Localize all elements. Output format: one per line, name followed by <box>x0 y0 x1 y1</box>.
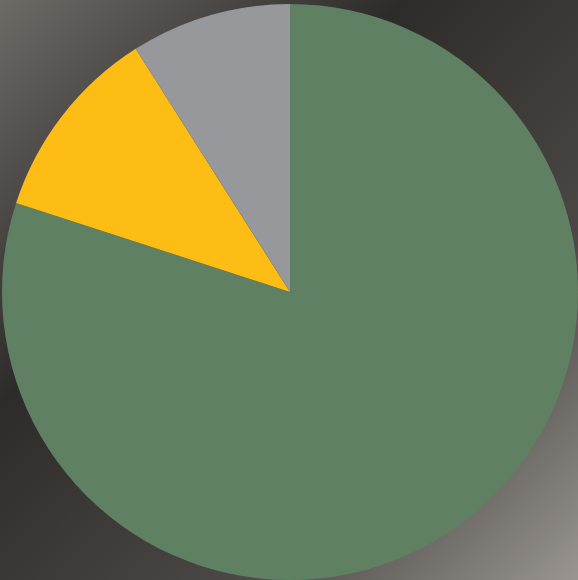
chart <box>0 0 578 580</box>
stage <box>0 0 578 580</box>
pie-slice <box>136 4 290 292</box>
pie <box>2 4 578 580</box>
background <box>0 0 578 580</box>
pie-slice <box>2 4 578 580</box>
